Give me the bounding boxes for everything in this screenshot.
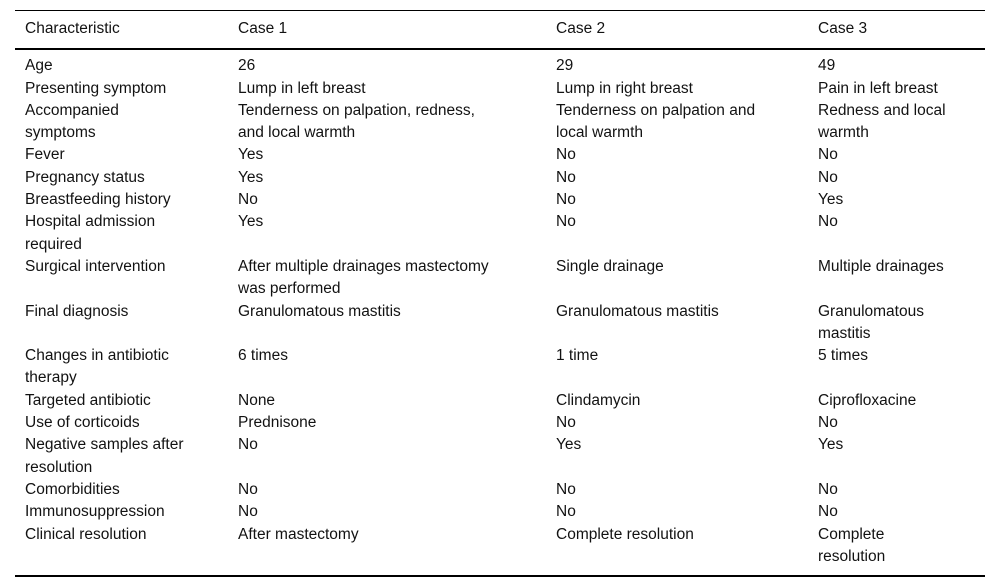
row-cell: No xyxy=(818,146,838,164)
row-cell: Tenderness on palpation and local warmth xyxy=(556,101,756,142)
row-cell: After multiple drainages mastectomy was … xyxy=(238,257,489,298)
row-label: Accompanied symptoms xyxy=(25,101,119,142)
column-header-case-1: Case 1 xyxy=(238,20,288,37)
row-label: Clinical resolution xyxy=(25,525,147,543)
row-cell: Complete resolution xyxy=(818,525,886,565)
table-row: Hospital admission required Yes No No xyxy=(15,211,985,256)
row-cell: None xyxy=(238,391,276,409)
row-cell: Redness and local warmth xyxy=(818,101,946,142)
row-cell: Lump in right breast xyxy=(556,79,693,97)
row-cell: No xyxy=(556,503,576,521)
table-row: Clinical resolution After mastectomy Compl… xyxy=(15,524,985,577)
row-cell: 29 xyxy=(556,57,574,75)
table-row: Presenting symptom Lump in left breast Lum… xyxy=(15,78,985,100)
row-label: Comorbidities xyxy=(25,480,120,498)
row-cell: Clindamycin xyxy=(556,391,641,409)
table-row: Changes in antibiotic therapy 6 times 1 ti… xyxy=(15,345,985,390)
row-label: Hospital admission required xyxy=(25,213,156,253)
row-cell: No xyxy=(238,480,258,498)
row-cell: No xyxy=(818,480,838,498)
row-label: Surgical intervention xyxy=(25,257,166,275)
row-label: Changes in antibiotic therapy xyxy=(25,347,169,387)
row-cell: Lump in left breast xyxy=(238,79,366,97)
table-row: Final diagnosis Granulomatous mastitis Gra… xyxy=(15,301,985,346)
row-label: Breastfeeding history xyxy=(25,191,171,209)
header-row: Characteristic Case 1 Case 2 Case 3 xyxy=(15,10,985,50)
row-cell: Single drainage xyxy=(556,257,664,275)
row-cell: No xyxy=(238,503,258,521)
row-cell: Prednisone xyxy=(238,414,317,432)
row-cell: No xyxy=(556,146,576,164)
table-row: Fever Yes No No xyxy=(15,144,985,166)
table-row: Comorbidities No No No xyxy=(15,479,985,501)
table-row: Age 26 29 49 xyxy=(15,49,985,77)
row-cell: Granulomatous mastitis xyxy=(818,302,924,342)
row-cell: No xyxy=(238,436,258,454)
row-cell: Yes xyxy=(556,436,582,454)
row-cell: Pain in left breast xyxy=(818,79,938,97)
row-label: Immunosuppression xyxy=(25,503,165,521)
case-comparison-table: Characteristic Case 1 Case 2 Case 3 Age 2… xyxy=(15,10,985,577)
row-cell: Ciprofloxacine xyxy=(818,391,917,409)
row-cell: No xyxy=(818,168,838,186)
row-cell: After mastectomy xyxy=(238,525,359,543)
row-cell: Yes xyxy=(818,191,844,209)
row-cell: Yes xyxy=(238,168,264,186)
table-row: Pregnancy status Yes No No xyxy=(15,167,985,189)
row-cell: 6 times xyxy=(238,347,288,365)
row-cell: Complete resolution xyxy=(556,525,694,543)
row-cell: No xyxy=(818,503,838,521)
row-cell: Granulomatous mastitis xyxy=(556,302,719,320)
paper-page: Characteristic Case 1 Case 2 Case 3 Age 2… xyxy=(0,10,1000,585)
table-body: Age 26 29 49 Presenting symptom Lump in left … xyxy=(15,49,985,577)
row-cell: 26 xyxy=(238,57,256,75)
row-label: Presenting symptom xyxy=(25,79,167,97)
table-row: Accompanied symptoms Tenderness on palpat… xyxy=(15,100,985,145)
row-label: Use of corticoids xyxy=(25,414,140,432)
table-row: Use of corticoids Prednisone No No xyxy=(15,412,985,434)
row-cell: 5 times xyxy=(818,347,868,365)
row-label: Age xyxy=(25,57,53,75)
table-header: Characteristic Case 1 Case 2 Case 3 xyxy=(15,10,985,50)
row-label: Targeted antibiotic xyxy=(25,391,151,409)
column-header-case-3: Case 3 xyxy=(818,20,868,37)
table-row: Negative samples after resolution No Yes Ye… xyxy=(15,434,985,479)
row-label: Pregnancy status xyxy=(25,168,145,186)
row-cell: Yes xyxy=(238,146,264,164)
row-cell: No xyxy=(818,414,838,432)
row-cell: 49 xyxy=(818,57,836,75)
column-header-case-2: Case 2 xyxy=(556,20,606,37)
row-cell: No xyxy=(556,168,576,186)
row-cell: Yes xyxy=(818,436,844,454)
row-cell: No xyxy=(556,480,576,498)
row-cell: No xyxy=(818,213,838,231)
row-cell: Tenderness on palpation, redness, and lo… xyxy=(238,101,475,142)
table-row: Surgical intervention After multiple drai… xyxy=(15,256,985,301)
row-label: Final diagnosis xyxy=(25,302,129,320)
table-row: Targeted antibiotic None Clindamycin Ciprof… xyxy=(15,390,985,412)
row-cell: Granulomatous mastitis xyxy=(238,302,401,320)
row-cell: No xyxy=(556,191,576,209)
column-header-characteristic: Characteristic xyxy=(25,20,120,37)
row-cell: No xyxy=(238,191,258,209)
row-label: Negative samples after resolution xyxy=(25,436,184,476)
row-cell: 1 time xyxy=(556,347,599,365)
table-row: Breastfeeding history No No Yes xyxy=(15,189,985,211)
row-cell: Multiple drainages xyxy=(818,257,944,275)
row-cell: No xyxy=(556,414,576,432)
row-cell: Yes xyxy=(238,213,264,231)
table-row: Immunosuppression No No No xyxy=(15,501,985,523)
row-cell: No xyxy=(556,213,576,231)
row-label: Fever xyxy=(25,146,65,164)
